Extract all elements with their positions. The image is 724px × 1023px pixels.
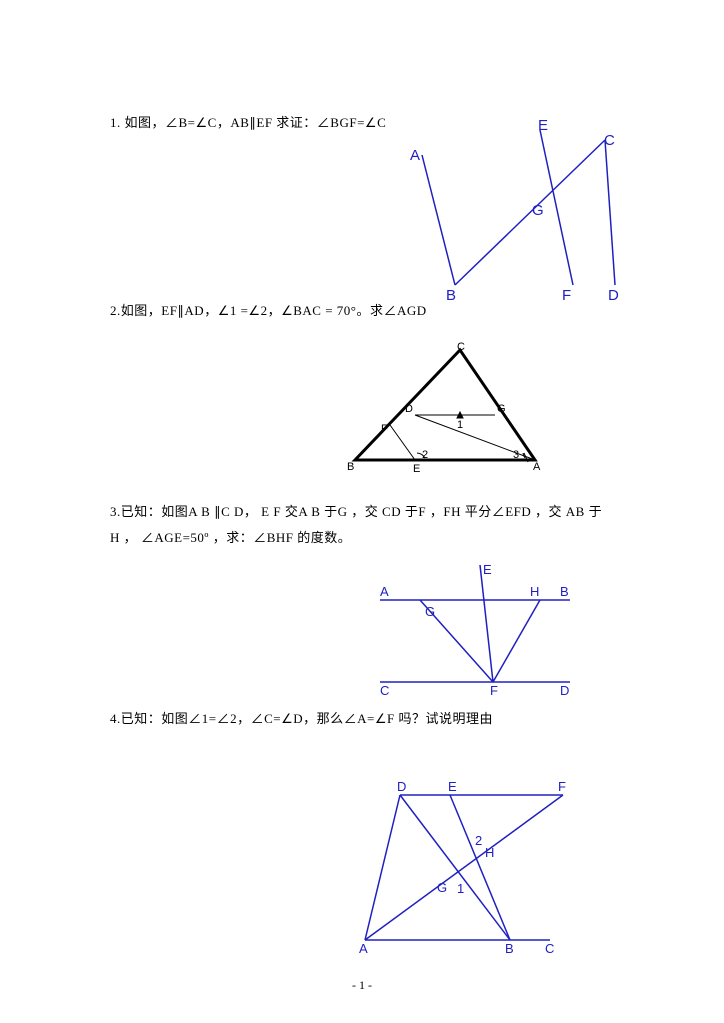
f4-label-g: G bbox=[437, 880, 447, 895]
problem-3: 3.已知：如图A B ∥C D， E F 交A B 于G ，交 CD 于F ，F… bbox=[110, 499, 614, 551]
figure-1: A B C D E F G bbox=[380, 110, 630, 310]
f1-label-e: E bbox=[538, 117, 548, 134]
f3-label-f: F bbox=[490, 683, 498, 698]
f2-label-a: A bbox=[533, 461, 541, 473]
f4-label-c: C bbox=[545, 941, 554, 956]
f2-label-3: 3 bbox=[513, 449, 519, 461]
f4-label-a: A bbox=[359, 941, 368, 956]
f4-label-h: H bbox=[485, 845, 494, 860]
f3-label-h: H bbox=[530, 584, 539, 599]
f2-label-f: F bbox=[381, 423, 388, 435]
problem-2-text: 2.如图，EF∥AD，∠1 =∠2，∠BAC = 70°。求∠AGD bbox=[110, 298, 614, 324]
f4-label-1: 1 bbox=[457, 881, 464, 896]
problem-3-text-2: H ， ∠AGE=50º ，求：∠BHF 的度数。 bbox=[110, 525, 614, 551]
problem-2: 2.如图，EF∥AD，∠1 =∠2，∠BAC = 70°。求∠AGD bbox=[110, 298, 614, 324]
f2-label-1: 1 bbox=[457, 419, 463, 431]
f2-label-2: 2 bbox=[422, 449, 428, 461]
problem-3-text-1: 3.已知：如图A B ∥C D， E F 交A B 于G ，交 CD 于F ，F… bbox=[110, 499, 614, 525]
f2-label-d: D bbox=[405, 403, 413, 415]
figure-2: A B C D E F G 1 2 3 bbox=[345, 340, 545, 485]
problem-4: 4.已知：如图∠1=∠2，∠C=∠D，那么∠A=∠F 吗？试说明理由 bbox=[110, 706, 614, 732]
figure-3-svg: A B C D E F G H bbox=[365, 560, 585, 700]
figure-1-svg: A B C D E F G bbox=[380, 110, 630, 305]
f3-label-g: G bbox=[425, 604, 435, 619]
figure-4-svg: A B C D E F G H 1 2 bbox=[345, 777, 575, 957]
f1-label-c: C bbox=[604, 132, 615, 149]
f1-label-g: G bbox=[532, 202, 544, 219]
figure-2-svg: A B C D E F G 1 2 3 bbox=[345, 340, 545, 480]
f2-label-g: G bbox=[497, 403, 506, 415]
page: 1. 如图，∠B=∠C，AB∥EF 求证：∠BGF=∠C A B C D E F… bbox=[0, 0, 724, 1023]
f3-label-e: E bbox=[483, 562, 492, 577]
f2-label-c: C bbox=[457, 341, 465, 353]
figure-3: A B C D E F G H bbox=[365, 560, 585, 705]
f4-label-d: D bbox=[397, 779, 406, 794]
f3-label-d: D bbox=[560, 683, 569, 698]
f3-label-c: C bbox=[380, 683, 389, 698]
figure-4: A B C D E F G H 1 2 bbox=[345, 777, 575, 962]
f2-label-b: B bbox=[347, 461, 354, 473]
f4-label-2: 2 bbox=[475, 833, 482, 848]
f4-label-e: E bbox=[448, 779, 457, 794]
f1-label-a: A bbox=[410, 147, 420, 164]
f4-label-b: B bbox=[505, 941, 514, 956]
page-footer: - 1 - bbox=[0, 978, 724, 993]
f3-label-b: B bbox=[560, 584, 569, 599]
f3-label-a: A bbox=[380, 584, 389, 599]
f4-label-f: F bbox=[558, 779, 566, 794]
problem-4-text: 4.已知：如图∠1=∠2，∠C=∠D，那么∠A=∠F 吗？试说明理由 bbox=[110, 706, 614, 732]
f2-label-e: E bbox=[413, 463, 420, 475]
